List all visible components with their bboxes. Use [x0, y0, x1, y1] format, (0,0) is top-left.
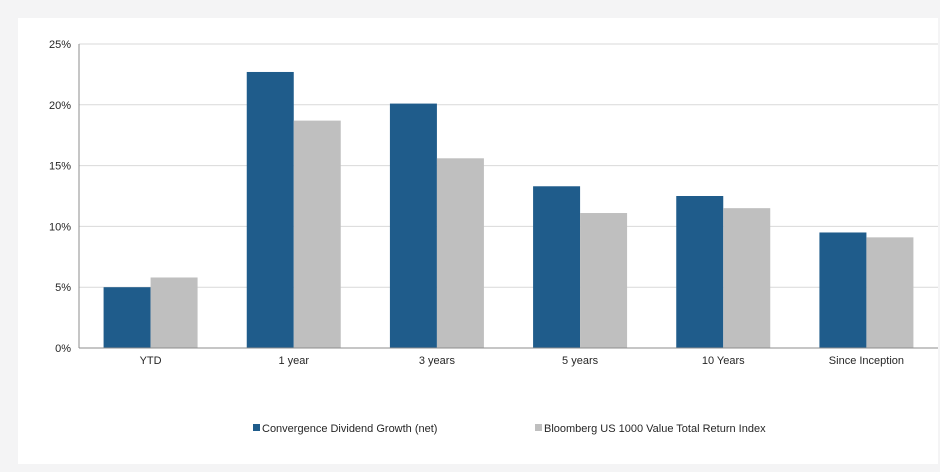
bar-fund [389, 103, 437, 348]
legend-swatch [535, 424, 542, 431]
bar-chart: 0% 5% 10% 15% 20% 25% YTD 1 year 3 years 5 years… [49, 39, 938, 435]
x-tick-label: YTD [140, 355, 162, 367]
bar-fund [676, 196, 724, 348]
y-axis-ticks: 0% 5% 10% 15% 20% 25% [49, 39, 71, 355]
y-tick-label: 0% [55, 343, 71, 355]
bar-index [580, 213, 628, 348]
bar-fund [103, 287, 151, 348]
y-tick-label: 10% [49, 221, 71, 233]
bar-fund [246, 71, 294, 348]
legend-swatch [253, 424, 260, 431]
bar-fund [819, 232, 867, 348]
y-tick-label: 5% [55, 282, 71, 294]
bar-index [723, 208, 771, 348]
grid-lines [79, 43, 938, 288]
y-tick-label: 25% [49, 39, 71, 51]
chart-panel: 0% 5% 10% 15% 20% 25% YTD 1 year 3 years 5 years… [18, 18, 938, 464]
y-tick-label: 15% [49, 161, 71, 173]
x-tick-label: 5 years [562, 355, 599, 367]
bar-index [436, 158, 484, 348]
legend-label: Convergence Dividend Growth (net) [262, 423, 437, 435]
x-tick-label: 10 Years [702, 355, 745, 367]
y-tick-label: 20% [49, 100, 71, 112]
bar-index [293, 120, 341, 348]
x-tick-label: 3 years [419, 355, 456, 367]
legend-label: Bloomberg US 1000 Value Total Return Ind… [544, 423, 766, 435]
x-tick-label: 1 year [278, 355, 309, 367]
bars [103, 71, 914, 348]
x-axis-ticks: YTD 1 year 3 years 5 years 10 Years Since Inc… [140, 355, 904, 367]
bar-fund [533, 186, 581, 348]
x-tick-label: Since Inception [829, 355, 904, 367]
legend: Convergence Dividend Growth (net) Bloombe… [253, 423, 766, 435]
bar-index [866, 237, 914, 348]
bar-index [150, 277, 198, 348]
